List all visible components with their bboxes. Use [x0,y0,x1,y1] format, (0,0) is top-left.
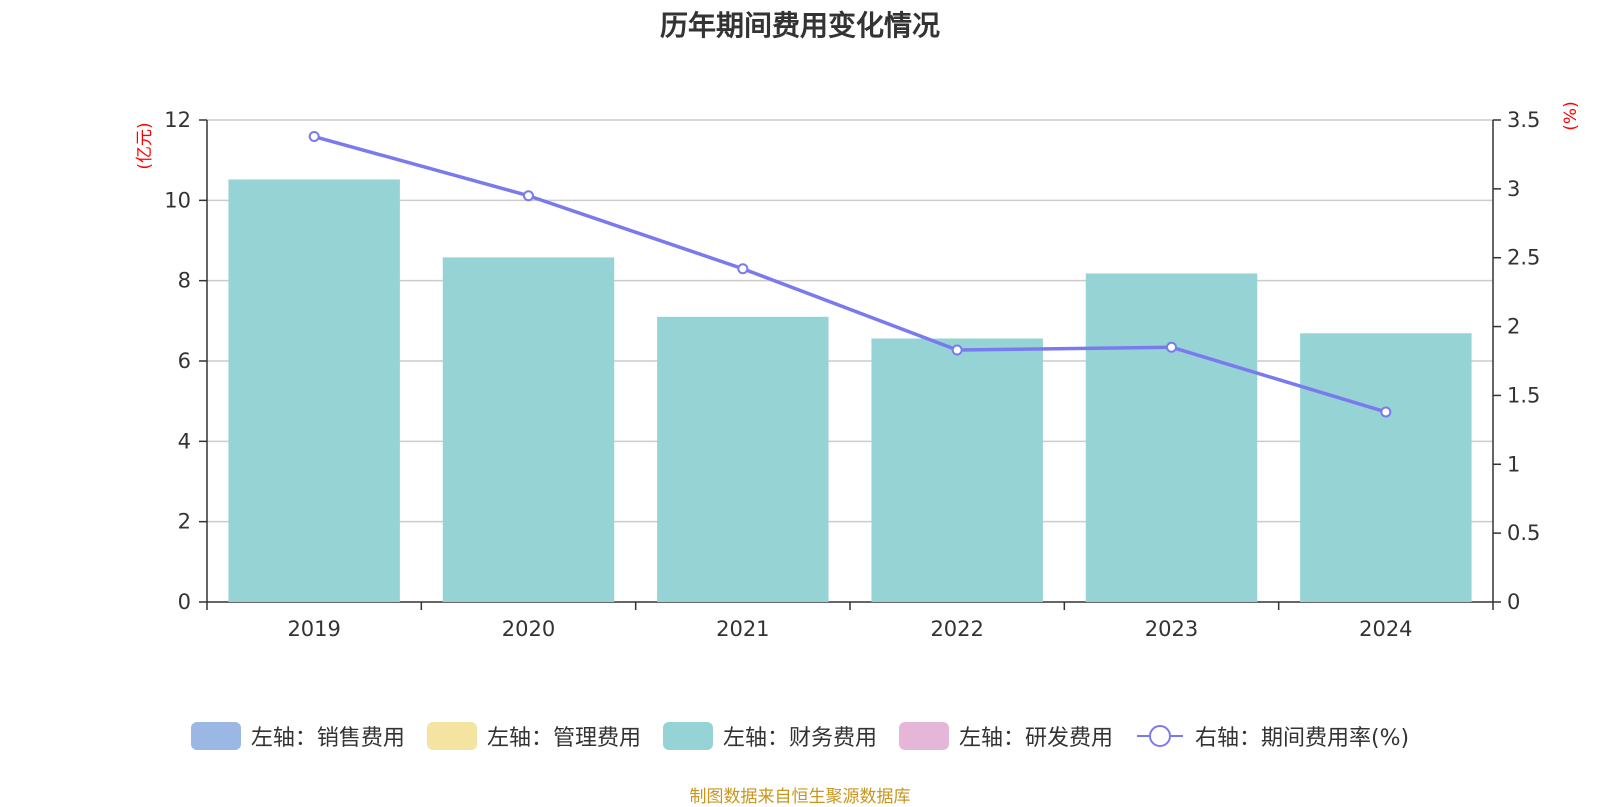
rate-line [313,134,1387,414]
left-axis-tick-label: 0 [178,590,191,614]
rate-point [1380,406,1392,418]
x-axis-tick-label: 2024 [1359,617,1412,641]
right-axis-tick-label: 1 [1507,452,1520,476]
right-axis-tick-label: 0 [1507,590,1520,614]
right-axis-tick-label: 1.5 [1507,383,1540,407]
bar [442,257,615,602]
bar [657,316,829,602]
legend-item-sales[interactable]: 左轴：销售费用 [190,720,405,752]
left-axis-unit: (亿元) [135,122,155,169]
right-axis-tick-label: 0.5 [1507,521,1540,545]
chart-svg: 0 2 4 6 8 10 12 0 0.5 1 1.5 2 2.5 3 3.5 (亿元) (%) 2019 2020… [135,101,1581,641]
legend-label-finance: 左轴：财务费用 [722,726,877,751]
rate-point [1166,341,1177,353]
bar [1085,273,1258,602]
right-axis-tick-label: 2 [1507,315,1520,339]
legend-label-rnd: 左轴：研发费用 [958,726,1113,751]
right-axis-tick-label: 3 [1507,177,1520,201]
data-source-note: 制图数据来自恒生聚源数据库 [689,787,911,807]
x-axis-tick-label: 2020 [502,617,555,641]
legend-swatch-finance [662,722,713,750]
legend-label-rate: 右轴：期间费用率(%) [1194,726,1410,751]
rate-point [523,190,534,202]
x-axis-tick-label: 2022 [930,617,983,641]
x-axis-tick-label: 2019 [287,617,340,641]
legend-line-marker-icon [1136,725,1183,747]
left-axis-tick-label: 2 [178,510,191,534]
left-axis-tick-label: 10 [164,188,191,212]
legend-label-sales: 左轴：销售费用 [250,726,405,751]
legend-item-rate[interactable]: 右轴：期间费用率(%) [1135,720,1409,752]
legend-swatch-sales [190,722,241,750]
bar [871,338,1043,602]
bar [228,179,400,603]
legend-item-rnd[interactable]: 左轴：研发费用 [898,720,1113,752]
right-axis-tick-label: 2.5 [1507,246,1540,270]
chart-title: 历年期间费用变化情况 [659,9,940,42]
legend-swatch-rnd [898,722,949,750]
left-axis-tick-label: 4 [178,429,191,453]
legend-item-finance[interactable]: 左轴：财务费用 [662,720,877,752]
bar [1300,333,1472,602]
legend: 左轴：销售费用 左轴：管理费用 左轴：财务费用 左轴：研发费用 右轴：期间费用率… [0,720,1600,752]
legend-item-admin[interactable]: 左轴：管理费用 [426,720,641,752]
right-axis-unit: (%) [1561,101,1581,130]
rate-point [737,263,749,275]
right-axis-tick-label: 3.5 [1507,108,1540,132]
legend-swatch-admin [426,722,477,750]
rate-point [308,131,320,143]
left-axis-tick-label: 8 [178,269,191,293]
rate-point [951,344,963,356]
x-axis-tick-label: 2023 [1145,617,1198,641]
left-axis-tick-label: 12 [164,108,191,132]
left-axis-tick-label: 6 [178,349,191,373]
x-axis-tick-label: 2021 [716,617,769,641]
legend-label-admin: 左轴：管理费用 [486,726,641,751]
